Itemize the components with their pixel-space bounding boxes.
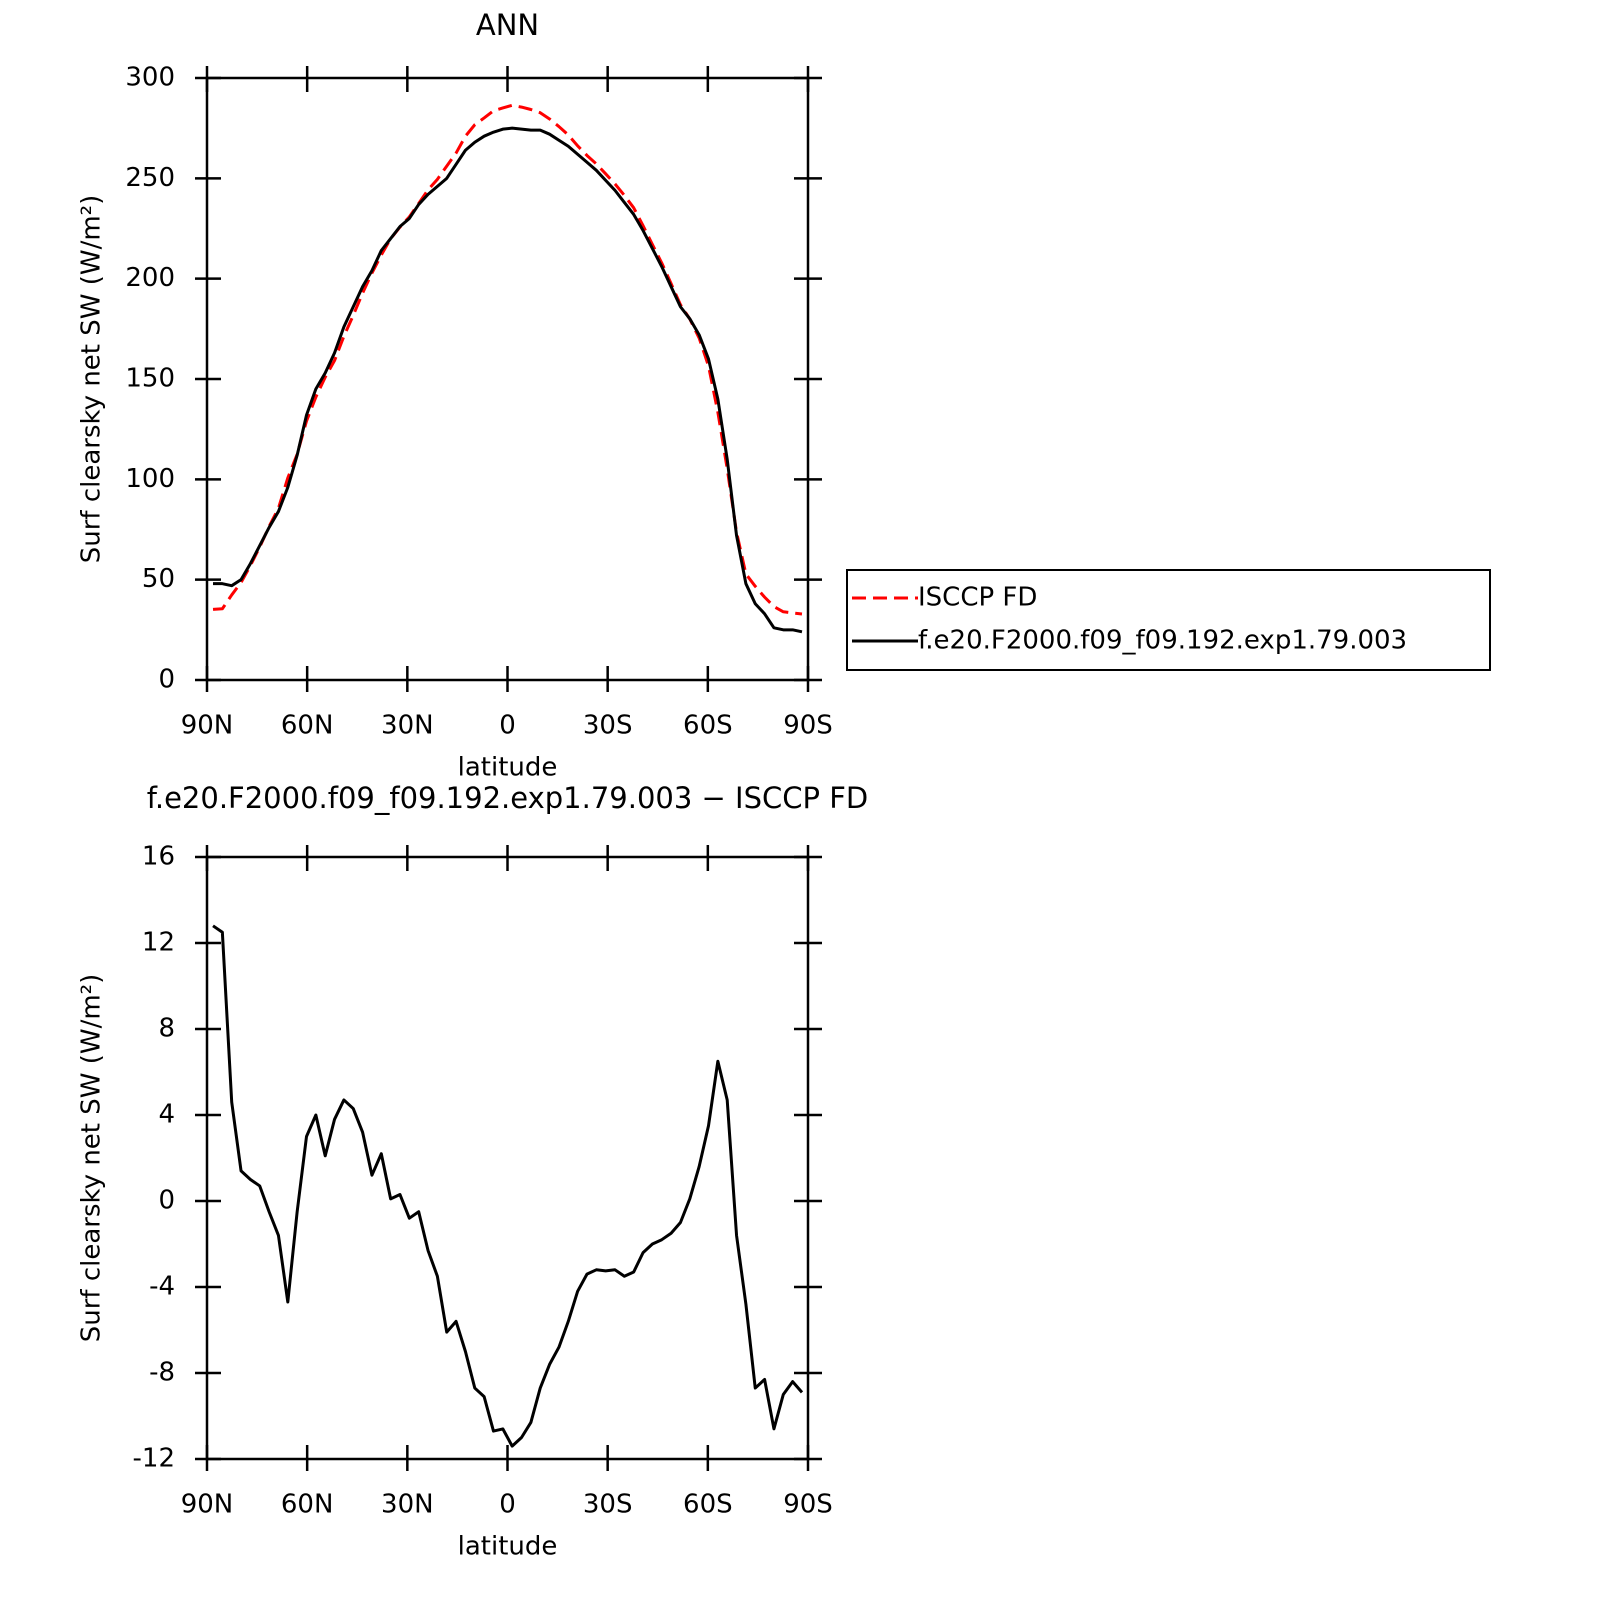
y-tick-label: 8 <box>158 1014 175 1044</box>
x-tick-label: 0 <box>499 711 516 741</box>
x-tick-label: 90S <box>783 711 833 741</box>
y-tick-label: 300 <box>125 63 175 93</box>
chart-title: f.e20.F2000.f09_f09.192.exp1.79.003 − IS… <box>147 781 868 815</box>
y-tick-label: -4 <box>149 1272 175 1302</box>
y-tick-label: 12 <box>142 928 175 958</box>
x-tick-label: 60S <box>683 711 733 741</box>
y-tick-label: 250 <box>125 163 175 193</box>
x-tick-label: 90N <box>181 1490 234 1520</box>
x-tick-label: 60N <box>281 1490 334 1520</box>
y-tick-label: 4 <box>158 1100 175 1130</box>
legend: ISCCP FD f.e20.F2000.f09_f09.192.exp1.79.… <box>846 569 1491 671</box>
plot-frame <box>205 855 810 1461</box>
x-tick-label: 30S <box>583 711 633 741</box>
chart-title: ANN <box>476 8 539 42</box>
x-tick-label: 90N <box>181 711 234 741</box>
y-axis-label: Surf clearsky net SW (W/m²) <box>77 974 107 1342</box>
y-tick-label: 16 <box>142 842 175 872</box>
y-tick-label: 200 <box>125 263 175 293</box>
legend-label: ISCCP FD <box>918 583 1037 613</box>
x-tick-label: 0 <box>499 1490 516 1520</box>
y-tick-label: -8 <box>149 1358 175 1388</box>
x-tick-label: 60S <box>683 1490 733 1520</box>
x-axis-label: latitude <box>458 753 558 783</box>
y-tick-label: 0 <box>158 665 175 695</box>
x-tick-label: 30N <box>381 1490 434 1520</box>
legend-label: f.e20.F2000.f09_f09.192.exp1.79.003 <box>918 626 1407 656</box>
x-axis-label: latitude <box>458 1532 558 1562</box>
plot-frame <box>205 76 810 682</box>
y-tick-label: 150 <box>125 364 175 394</box>
x-tick-label: 30N <box>381 711 434 741</box>
y-tick-label: -12 <box>133 1444 175 1474</box>
y-tick-label: 50 <box>142 564 175 594</box>
x-tick-label: 30S <box>583 1490 633 1520</box>
data-line <box>212 103 803 616</box>
data-line <box>212 924 804 1448</box>
y-axis-label: Surf clearsky net SW (W/m²) <box>77 195 107 563</box>
x-tick-label: 90S <box>783 1490 833 1520</box>
data-line <box>213 126 803 634</box>
x-tick-label: 60N <box>281 711 334 741</box>
y-tick-label: 100 <box>125 464 175 494</box>
y-tick-label: 0 <box>158 1186 175 1216</box>
legend-box <box>846 569 1491 671</box>
